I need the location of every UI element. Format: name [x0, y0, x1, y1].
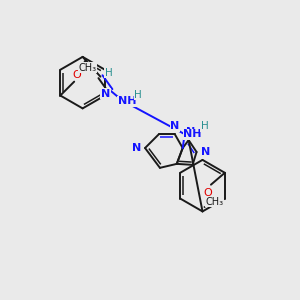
Text: H: H: [201, 121, 208, 131]
Text: O: O: [204, 188, 212, 198]
Text: NH: NH: [183, 129, 202, 139]
Text: CH₃: CH₃: [206, 196, 224, 206]
Text: H: H: [134, 89, 142, 100]
Text: N: N: [101, 88, 110, 98]
Text: H: H: [104, 68, 112, 78]
Text: O: O: [73, 70, 82, 80]
Text: CH₃: CH₃: [78, 63, 96, 73]
Text: N: N: [133, 143, 142, 153]
Text: N: N: [170, 121, 179, 131]
Text: NH: NH: [118, 97, 136, 106]
Text: N: N: [186, 127, 195, 137]
Text: N: N: [201, 147, 210, 157]
